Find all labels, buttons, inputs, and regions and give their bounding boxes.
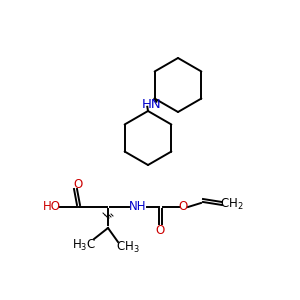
- Text: HN: HN: [142, 98, 161, 111]
- Text: O: O: [178, 200, 188, 214]
- Text: NH: NH: [129, 200, 147, 214]
- Text: H$_3$C: H$_3$C: [72, 238, 96, 253]
- Text: O: O: [155, 224, 165, 236]
- Text: CH$_3$: CH$_3$: [116, 239, 140, 254]
- Text: HO: HO: [43, 200, 61, 214]
- Text: O: O: [74, 178, 82, 190]
- Text: CH$_2$: CH$_2$: [220, 196, 244, 211]
